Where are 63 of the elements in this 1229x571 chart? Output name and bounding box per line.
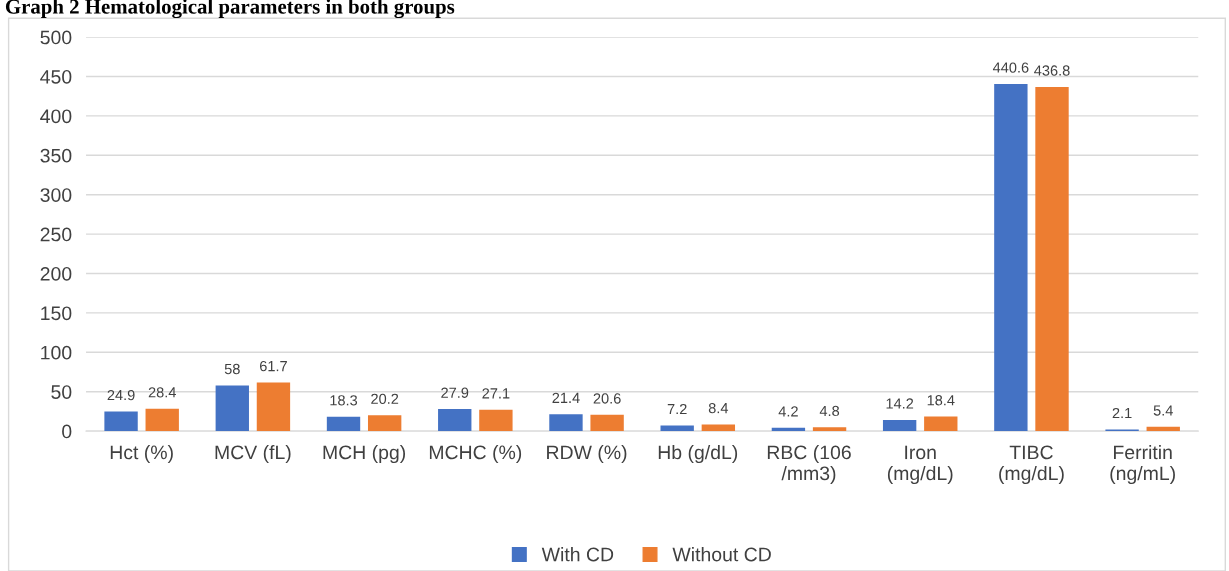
data-label: 440.6 — [992, 62, 1029, 73]
bar — [145, 408, 179, 432]
bar — [812, 427, 847, 432]
data-label: 21.4 — [552, 392, 580, 403]
data-label: 27.1 — [482, 388, 510, 399]
x-tick-label: Hct (%) — [110, 444, 173, 464]
bar — [549, 414, 583, 432]
data-label: 18.4 — [927, 395, 955, 406]
x-tick-label: Hb (g/dL) — [658, 444, 738, 464]
data-label: 27.9 — [441, 387, 469, 398]
bar — [326, 416, 361, 432]
bar — [771, 427, 806, 432]
bar — [1146, 426, 1180, 432]
y-tick-label: 400 — [40, 109, 72, 124]
bar — [924, 416, 958, 432]
legend-label: Without CD — [672, 547, 771, 562]
bar — [1035, 86, 1069, 432]
data-label: 20.2 — [371, 393, 399, 404]
y-tick-label: 200 — [40, 266, 72, 281]
y-tick-label: 100 — [41, 345, 72, 360]
bar — [479, 409, 513, 432]
data-label: 20.6 — [593, 393, 621, 404]
data-label: 2.1 — [1112, 407, 1132, 419]
y-tick-label: 50 — [51, 385, 72, 399]
y-tick-label: 250 — [40, 227, 72, 242]
bar — [590, 414, 624, 432]
y-tick-label: 0 — [62, 424, 72, 439]
data-label: 436.8 — [1034, 65, 1070, 76]
bar — [660, 425, 694, 432]
bar — [104, 411, 138, 432]
y-tick-label: 150 — [41, 306, 72, 321]
bar — [438, 409, 472, 432]
x-tick-label: TIBC (mg/dL) — [999, 445, 1064, 485]
y-tick-label: 350 — [40, 148, 72, 163]
y-tick-label: 450 — [40, 69, 72, 84]
bar — [367, 415, 402, 432]
x-tick-label: RDW (%) — [547, 444, 627, 464]
data-label: 7.2 — [667, 403, 687, 415]
bar — [701, 424, 736, 432]
bar — [994, 83, 1028, 432]
y-tick-label: 300 — [40, 188, 72, 202]
x-tick-label: Ferritin (ng/mL) — [1110, 444, 1175, 485]
x-tick-label: MCH (pg) — [323, 444, 406, 464]
x-tick-label: MCHC (%) — [429, 444, 522, 464]
x-tick-label: MCV (fL) — [215, 444, 291, 464]
bar — [215, 385, 249, 432]
data-label: 8.4 — [708, 402, 729, 414]
data-label: 4.8 — [819, 405, 840, 417]
legend-label: With CD — [541, 547, 614, 562]
data-label: 14.2 — [886, 398, 914, 409]
data-label: 24.9 — [107, 389, 135, 401]
y-tick-label: 500 — [40, 30, 72, 45]
chart-title: Graph 2 Hematological parameters in both groups — [5, 0, 455, 19]
data-label: 5.4 — [1153, 405, 1173, 416]
bar — [256, 382, 291, 432]
data-label: 28.4 — [148, 387, 176, 398]
data-label: 58 — [224, 363, 240, 375]
x-tick-label: RBC (106 /mm3) — [767, 444, 851, 485]
data-label: 61.7 — [259, 360, 287, 372]
data-label: 18.3 — [330, 395, 358, 406]
data-label: 4.2 — [778, 406, 798, 417]
bar — [882, 419, 917, 432]
x-tick-label: Iron (mg/dL) — [887, 445, 953, 485]
